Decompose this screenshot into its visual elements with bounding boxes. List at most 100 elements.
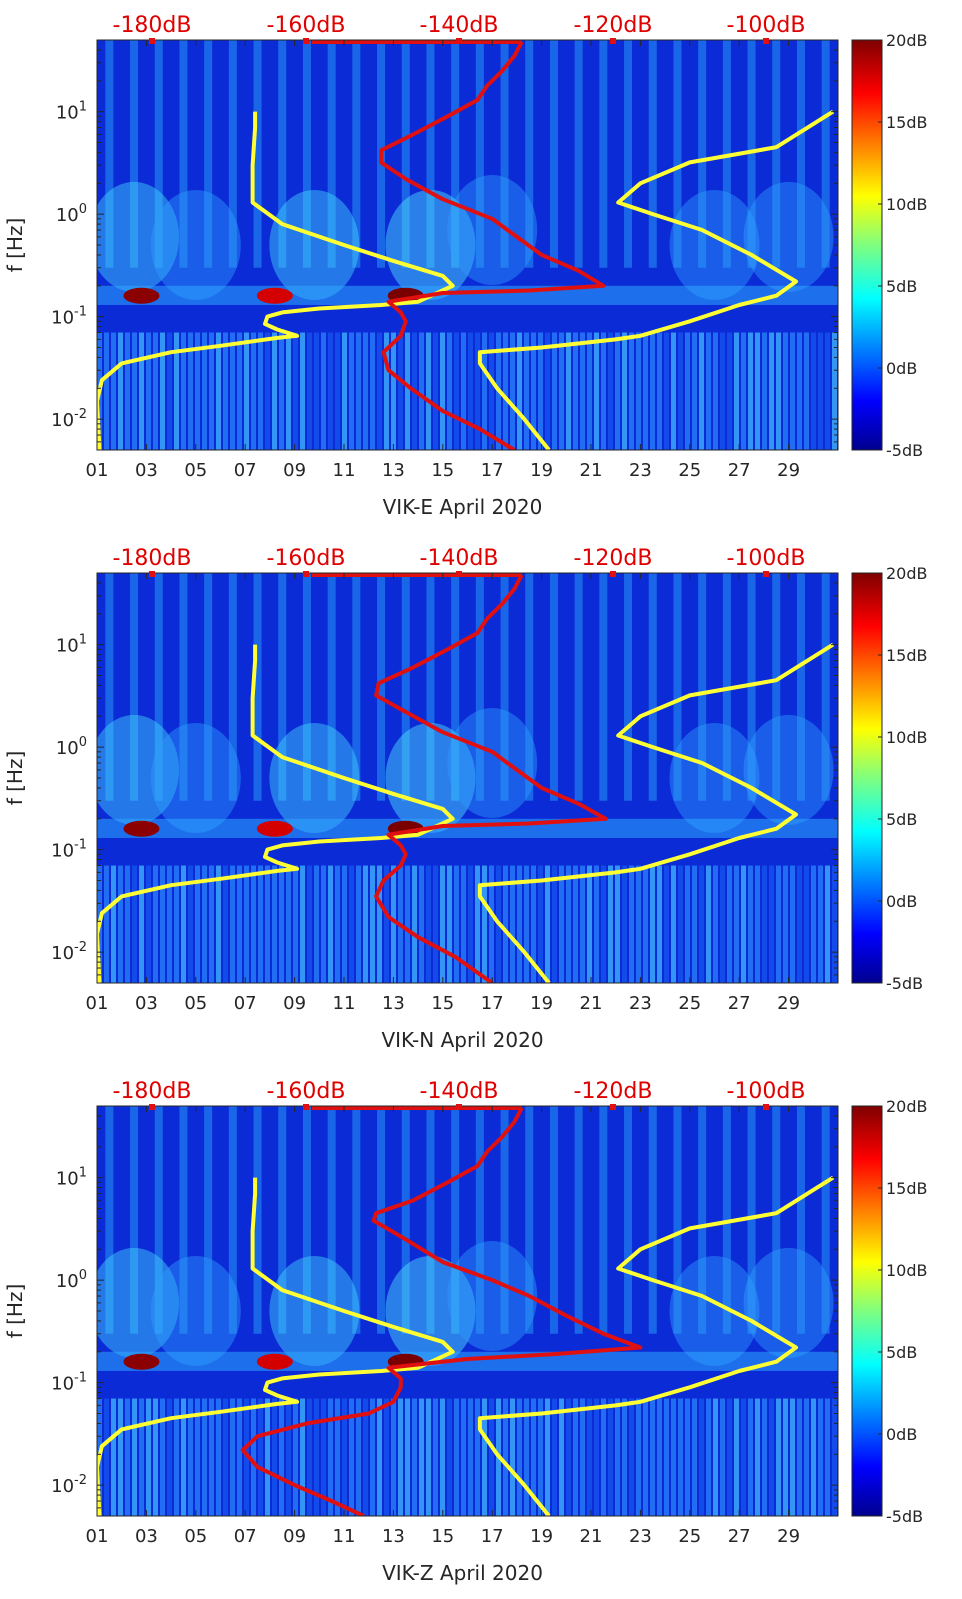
colorbar-label: 5dB (886, 810, 917, 829)
x-tick-label: 27 (728, 993, 751, 1014)
series-line-2 (477, 1175, 835, 1516)
top-db-label: -140dB (420, 546, 499, 571)
x-tick-label: 09 (283, 993, 306, 1014)
colorbar-label: 0dB (886, 892, 917, 911)
x-tick-label: 11 (333, 460, 356, 481)
colorbar-label: -5dB (886, 974, 923, 993)
y-tick-label: 10-1 (51, 305, 87, 329)
y-tick-label: 10-1 (51, 838, 87, 862)
colorbar-label: 0dB (886, 1425, 917, 1444)
top-db-label: -120dB (574, 13, 653, 38)
colorbar-label: 15dB (886, 1179, 928, 1198)
y-tick-label: 101 (56, 633, 87, 657)
x-tick-label: 11 (333, 1526, 356, 1547)
x-tick-label: 07 (234, 460, 257, 481)
x-tick-label: 25 (678, 1526, 701, 1547)
top-db-label: -160dB (267, 546, 346, 571)
x-tick-label: 13 (382, 1526, 405, 1547)
spectrogram-chart-n: 01 03 05 07 09 11 13 15 17 19 21 23 25 27 29 10-2 10-1 10… (3, 546, 928, 1052)
y-tick-label: 10-2 (51, 407, 87, 431)
y-tick-label: 10-2 (51, 940, 87, 964)
x-axis-label: VIK-Z April 2020 (382, 1561, 543, 1585)
colorbar-label: 5dB (886, 277, 917, 296)
series-line-1 (97, 644, 455, 983)
x-tick-label: 29 (777, 460, 800, 481)
x-tick-label: 15 (431, 993, 454, 1014)
y-tick-label: 10-1 (51, 1371, 87, 1395)
top-db-label: -160dB (267, 13, 346, 38)
series-line-1 (97, 111, 455, 450)
colorbar-label: 5dB (886, 1343, 917, 1362)
x-tick-label: 05 (184, 460, 207, 481)
colorbar-label: -5dB (886, 1507, 923, 1526)
series-line-1 (97, 1177, 455, 1516)
x-tick-label: 21 (580, 1526, 603, 1547)
top-db-label: -180dB (113, 1079, 192, 1104)
x-tick-label: 19 (530, 1526, 553, 1547)
x-tick-label: 19 (530, 993, 553, 1014)
y-axis-label: f [Hz] (3, 751, 27, 806)
x-tick-label: 29 (777, 1526, 800, 1547)
colorbar-label: 10dB (886, 728, 928, 747)
spectrogram-chart-z: 01 03 05 07 09 11 13 15 17 19 21 23 25 27 29 10-2 10-1 10… (3, 1079, 928, 1585)
x-tick-label: 25 (678, 993, 701, 1014)
colorbar (851, 572, 883, 984)
x-tick-label: 15 (431, 1526, 454, 1547)
colorbar-label: 10dB (886, 195, 928, 214)
spectrogram-panel-z: 01 03 05 07 09 11 13 15 17 19 21 23 25 27 29 10-2 10-1 10… (0, 1066, 962, 1599)
series-line-2 (477, 109, 835, 450)
spectrogram-panel-n: 01 03 05 07 09 11 13 15 17 19 21 23 25 27 29 10-2 10-1 10… (0, 533, 962, 1066)
y-axis-label: f [Hz] (3, 1284, 27, 1339)
series-line-3 (240, 1106, 643, 1516)
colorbar-label: 15dB (886, 646, 928, 665)
x-tick-label: 29 (777, 993, 800, 1014)
x-tick-label: 07 (234, 1526, 257, 1547)
top-db-label: -160dB (267, 1079, 346, 1104)
colorbar-label: 20dB (886, 1097, 928, 1116)
x-tick-label: 07 (234, 993, 257, 1014)
y-tick-label: 101 (56, 1166, 87, 1190)
top-db-label: -100dB (727, 546, 806, 571)
spectrogram-image (97, 40, 838, 450)
spectrogram-panel-e: 01 03 05 07 09 11 13 15 17 19 21 23 25 27 29 10-2 10-1 10… (0, 0, 962, 533)
top-db-label: -120dB (574, 546, 653, 571)
y-tick-label: 100 (56, 202, 87, 226)
x-tick-label: 25 (678, 460, 701, 481)
x-tick-label: 03 (135, 1526, 158, 1547)
x-axis-label: VIK-N April 2020 (381, 1028, 543, 1052)
top-db-label: -180dB (113, 13, 192, 38)
x-tick-label: 09 (283, 460, 306, 481)
x-tick-label: 15 (431, 460, 454, 481)
top-db-label: -120dB (574, 1079, 653, 1104)
x-tick-label: 21 (580, 993, 603, 1014)
x-tick-label: 03 (135, 993, 158, 1014)
colorbar-label: 10dB (886, 1261, 928, 1280)
x-tick-label: 23 (629, 1526, 652, 1547)
x-tick-label: 13 (382, 993, 405, 1014)
y-tick-label: 10-2 (51, 1473, 87, 1497)
x-tick-label: 11 (333, 993, 356, 1014)
x-tick-label: 23 (629, 460, 652, 481)
x-tick-label: 27 (728, 460, 751, 481)
x-axis-label: VIK-E April 2020 (383, 495, 543, 519)
x-tick-label: 27 (728, 1526, 751, 1547)
series-line-3 (379, 40, 606, 450)
x-tick-label: 03 (135, 460, 158, 481)
top-db-label: -140dB (420, 1079, 499, 1104)
x-tick-label: 17 (481, 1526, 504, 1547)
x-tick-label: 01 (86, 1526, 109, 1547)
series-line-2 (477, 642, 835, 983)
x-tick-label: 01 (86, 460, 109, 481)
x-tick-label: 01 (86, 993, 109, 1014)
top-db-label: -100dB (727, 1079, 806, 1104)
colorbar-label: 20dB (886, 31, 928, 50)
x-tick-label: 09 (283, 1526, 306, 1547)
y-tick-label: 101 (56, 100, 87, 124)
x-tick-label: 19 (530, 460, 553, 481)
top-db-label: -180dB (113, 546, 192, 571)
x-tick-label: 17 (481, 993, 504, 1014)
x-tick-label: 05 (184, 993, 207, 1014)
colorbar (851, 39, 883, 451)
x-tick-label: 13 (382, 460, 405, 481)
y-axis-label: f [Hz] (3, 218, 27, 273)
